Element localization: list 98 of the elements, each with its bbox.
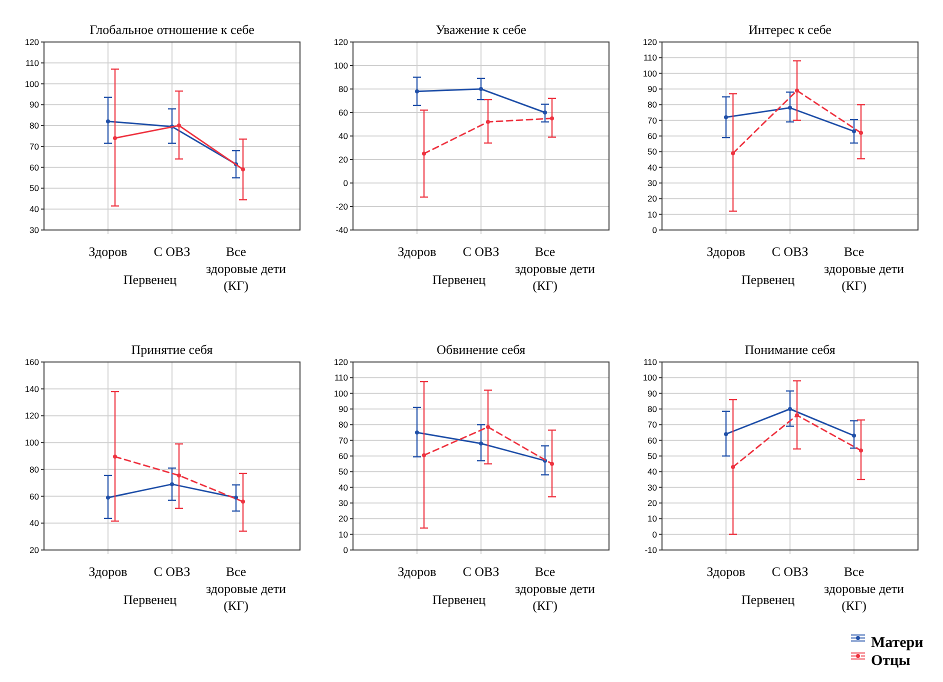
y-tick-label: 10	[338, 529, 348, 540]
legend-label: Отцы	[871, 653, 911, 669]
x-tick-label: С ОВЗ	[154, 564, 190, 579]
y-tick-label: -40	[336, 224, 348, 235]
y-tick-label: 110	[25, 58, 40, 68]
y-tick-label: 70	[30, 141, 40, 152]
y-tick-label: 80	[648, 100, 658, 110]
x-axis-title: Первенец	[123, 592, 177, 607]
y-tick-label: 20	[338, 514, 348, 524]
x-axis-title: Первенец	[432, 592, 486, 607]
y-tick-label: 0	[343, 544, 348, 555]
y-tick-label: 70	[648, 420, 658, 430]
y-tick-label: 100	[334, 60, 348, 70]
x-tick-label: Здоров	[398, 244, 436, 259]
y-tick-label: 30	[648, 178, 658, 188]
y-tick-label: -20	[336, 201, 348, 212]
chart-title: Уважение к себе	[436, 22, 526, 37]
y-tick-label: 90	[648, 84, 658, 94]
x-tick-label: Здоров	[88, 564, 128, 579]
x-tick-label: Здоров	[706, 244, 746, 259]
x-axis-title: Первенец	[741, 592, 795, 607]
chart-title: Интерес к себе	[748, 22, 832, 37]
x-axis-title: Первенец	[741, 272, 795, 287]
y-tick-label: 80	[648, 404, 658, 414]
x-tick-label: С ОВЗ	[462, 564, 500, 579]
y-tick-label: 60	[30, 162, 40, 172]
y-tick-label: 0	[343, 178, 348, 188]
x-tick-label: Здоров	[398, 564, 436, 579]
x-tick-label: Все здоровые дети (КГ)	[515, 564, 596, 613]
x-tick-label: Здоров	[88, 244, 128, 259]
y-tick-label: 140	[24, 384, 40, 394]
y-tick-label: 40	[648, 162, 658, 172]
y-tick-label: 120	[24, 36, 40, 47]
y-tick-label: 100	[24, 438, 40, 448]
y-tick-label: 40	[30, 518, 40, 528]
y-tick-label: 120	[24, 410, 40, 421]
chart-title: Обвинение себя	[436, 342, 526, 357]
x-axis-title: Первенец	[432, 272, 486, 287]
y-tick-label: 50	[338, 466, 348, 477]
y-tick-label: 50	[648, 146, 658, 157]
y-tick-label: 30	[338, 498, 348, 508]
y-tick-label: 80	[30, 120, 40, 131]
y-tick-label: 10	[648, 209, 658, 220]
y-tick-label: 90	[338, 404, 348, 414]
y-tick-label: 90	[30, 100, 40, 110]
x-axis-title: Первенец	[123, 272, 177, 287]
y-tick-label: 20	[648, 498, 658, 508]
y-tick-label: 20	[648, 194, 658, 204]
y-tick-label: 70	[648, 115, 658, 126]
y-tick-label: 90	[648, 388, 658, 398]
y-tick-label: 10	[648, 514, 658, 524]
y-tick-label: 40	[338, 482, 348, 492]
y-tick-label: 50	[648, 450, 658, 461]
x-tick-label: Все здоровые дети (КГ)	[824, 244, 904, 293]
x-tick-label: Здоров	[706, 564, 746, 579]
y-tick-label: 160	[24, 356, 40, 367]
legend-label: Матери	[871, 635, 924, 651]
chart-title: Принятие себя	[131, 342, 213, 357]
x-tick-label: С ОВЗ	[154, 244, 190, 259]
x-tick-label: Все здоровые дети (КГ)	[824, 564, 904, 613]
y-tick-label: 20	[30, 544, 40, 555]
y-tick-label: 60	[648, 435, 658, 446]
x-tick-label: Все здоровые дети (КГ)	[515, 244, 596, 293]
x-tick-label: С ОВЗ	[772, 564, 808, 579]
y-tick-label: 100	[642, 372, 658, 383]
y-tick-label: 60	[30, 491, 40, 502]
y-tick-label: 110	[643, 52, 658, 63]
y-tick-label: 70	[338, 435, 348, 446]
y-tick-label: 0	[652, 529, 658, 540]
y-tick-label: 80	[338, 84, 348, 94]
y-tick-label: 30	[648, 482, 658, 492]
y-tick-label: 100	[642, 68, 658, 78]
y-tick-label: 80	[338, 420, 348, 430]
y-tick-label: 60	[648, 130, 658, 141]
x-tick-label: С ОВЗ	[772, 244, 808, 259]
y-tick-label: 50	[30, 183, 40, 194]
y-tick-label: -10	[644, 544, 658, 555]
chart-title: Глобальное отношение к себе	[90, 22, 255, 37]
y-tick-label: 30	[30, 224, 40, 235]
y-tick-label: 20	[338, 154, 348, 164]
y-tick-label: 60	[338, 107, 348, 118]
x-tick-label: С ОВЗ	[462, 244, 500, 259]
chart-title: Понимание себя	[744, 342, 836, 357]
y-tick-label: 100	[24, 78, 40, 89]
y-tick-label: 40	[648, 466, 658, 477]
x-tick-label: Все здоровые дети (КГ)	[206, 564, 286, 613]
y-tick-label: 110	[643, 356, 658, 367]
y-tick-label: 120	[334, 36, 348, 47]
y-tick-label: 60	[338, 450, 348, 461]
y-tick-label: 120	[334, 356, 348, 367]
y-tick-label: 40	[30, 204, 40, 214]
y-tick-label: 80	[30, 464, 40, 474]
y-tick-label: 40	[338, 130, 348, 141]
y-tick-label: 100	[334, 388, 348, 398]
y-tick-label: 0	[652, 224, 658, 235]
y-tick-label: 120	[642, 36, 658, 47]
x-tick-label: Все здоровые дети (КГ)	[206, 244, 286, 293]
y-tick-label: 110	[334, 372, 348, 383]
